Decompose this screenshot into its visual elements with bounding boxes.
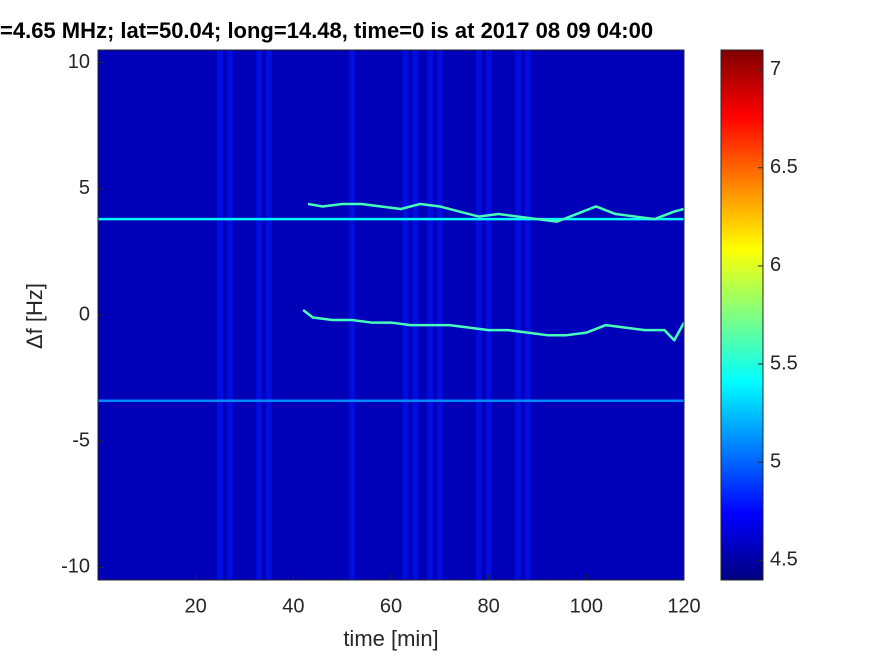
x-tick-label: 60 [380, 595, 402, 617]
interference-band [349, 50, 355, 580]
y-tick-label: 0 [79, 303, 90, 325]
interference-band [475, 50, 482, 580]
background [98, 50, 684, 580]
trace [307, 202, 684, 223]
y-axis-label: Δf [Hz] [22, 283, 47, 349]
colorbar-tick-label: 6.5 [770, 156, 798, 178]
y-tick-label: -5 [72, 429, 90, 451]
chart-title: =4.65 MHz; lat=50.04; long=14.48, time=0… [0, 18, 653, 43]
colorbar-tick-label: 7 [770, 58, 781, 80]
trace [302, 308, 684, 342]
interference-band [226, 50, 233, 580]
interference-band [412, 50, 419, 580]
interference-band [524, 50, 531, 580]
colorbar-tick-label: 5 [770, 451, 781, 473]
x-tick-label: 40 [282, 595, 304, 617]
interference-band [217, 50, 224, 580]
interference-band [256, 50, 263, 580]
y-tick-label: -10 [61, 556, 90, 578]
y-tick-label: 5 [79, 177, 90, 199]
colorbar-tick-label: 4.5 [770, 549, 798, 571]
x-tick-label: 20 [185, 595, 207, 617]
x-tick-label: 100 [570, 595, 603, 617]
plot-area [98, 50, 684, 580]
interference-band [402, 50, 409, 580]
y-tick-label: 10 [68, 51, 90, 73]
colorbar-tick-label: 5.5 [770, 352, 798, 374]
interference-band [436, 50, 443, 580]
x-tick-label: 120 [667, 595, 700, 617]
colorbar-tick-label: 6 [770, 254, 781, 276]
colorbar [720, 49, 764, 581]
interference-band [515, 50, 521, 580]
interference-band [265, 50, 272, 580]
x-tick-label: 80 [478, 595, 500, 617]
interference-band [485, 50, 492, 580]
x-axis-label: time [min] [343, 626, 438, 651]
interference-band [427, 50, 433, 580]
